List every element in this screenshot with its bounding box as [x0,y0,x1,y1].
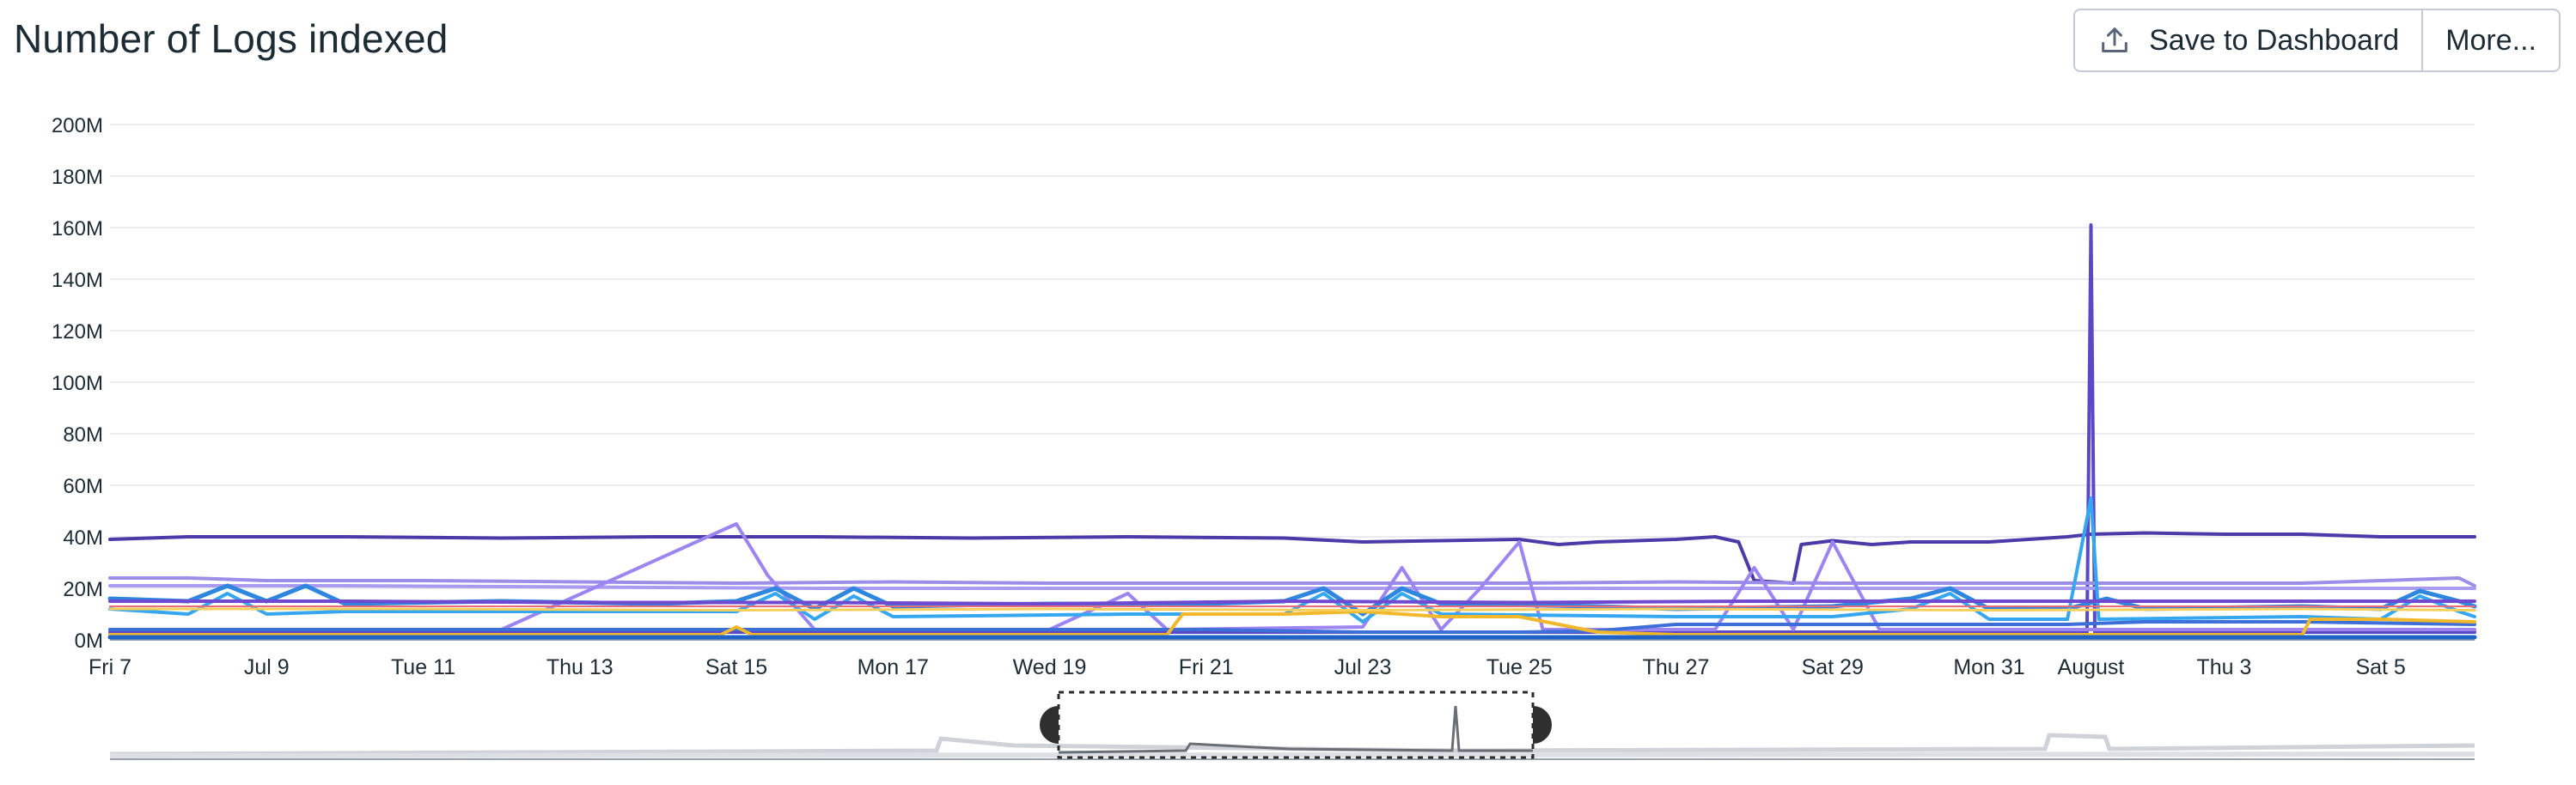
x-tick-label: Fri 21 [1179,655,1234,679]
y-tick-label: 160M [52,217,103,240]
x-tick-label: Sat 15 [705,655,767,679]
x-tick-label: Mon 31 [1953,655,2024,679]
x-tick-label: Sat 29 [1802,655,1864,679]
y-tick-label: 140M [52,269,103,292]
navigator-right-handle[interactable] [1533,706,1552,744]
x-tick-label: Tue 25 [1486,655,1553,679]
series-line-11 [110,609,2475,611]
x-tick-label: Thu 27 [1643,655,1710,679]
x-tick-label: Tue 11 [391,655,455,679]
y-tick-label: 60M [63,475,103,498]
y-tick-label: 20M [63,578,103,601]
y-tick-label: 80M [63,423,103,447]
x-tick-label: Sat 5 [2355,655,2405,679]
y-tick-label: 200M [52,114,103,137]
x-tick-label: Fri 7 [89,655,131,679]
y-axis-labels: 0M 20M 40M 60M 80M 100M 120M 140M 160M 180M 200M [52,114,103,653]
series-lines [110,225,2475,637]
series-line-2 [110,225,2475,632]
x-axis-labels: Fri 7 Jul 9 Tue 11 Thu 13 Sat 15 Mon 17 Wed 19… [89,655,2406,679]
series-line-3 [110,578,2475,586]
x-tick-label: Thu 13 [546,655,613,679]
y-tick-label: 0M [75,630,103,653]
navigator-overview-line [110,754,2475,756]
y-tick-label: 180M [52,166,103,189]
navigator-overview-line [110,735,2475,754]
x-tick-label: Thu 3 [2196,655,2251,679]
x-tick-label: Mon 17 [858,655,929,679]
x-tick-label: August [2058,655,2125,679]
y-tick-label: 120M [52,320,103,344]
navigator-left-handle[interactable] [1040,706,1059,744]
x-tick-label: Jul 9 [244,655,290,679]
y-tick-label: 40M [63,526,103,550]
y-tick-label: 100M [52,372,103,395]
time-navigator[interactable] [110,692,2475,759]
x-tick-label: Wed 19 [1013,655,1087,679]
x-tick-label: Jul 23 [1334,655,1392,679]
series-line-4 [110,586,2475,588]
series-line-1 [110,533,2475,584]
grid-lines [110,125,2475,640]
